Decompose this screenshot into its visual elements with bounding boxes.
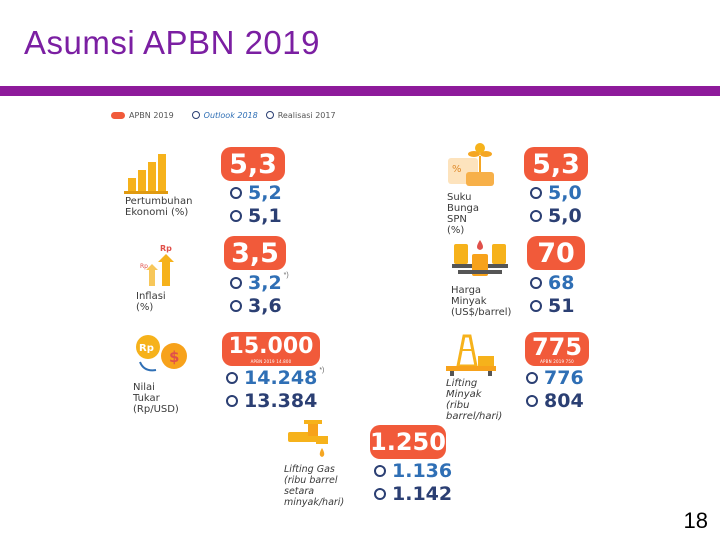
exchange-apbn-note: APBN 2019 14.800 (250, 359, 292, 364)
inflation-outlook-value: 3,2 (248, 272, 282, 294)
exchange-outlook-value: 14.248 (244, 367, 318, 389)
spn-realisasi-value: 5,0 (548, 205, 582, 227)
spn-apbn-pill: 5,3 (524, 147, 588, 181)
bar-chart-icon (124, 154, 168, 194)
svg-text:%: % (452, 164, 462, 175)
inflation-outlook-footnote: *) (283, 272, 289, 279)
exchange-outlook-footnote: *) (319, 367, 325, 374)
spn-label: Suku Bunga SPN (%) (447, 192, 480, 236)
exchange-label: Nilai Tukar (Rp/USD) (133, 382, 179, 415)
legend-apbn-label: APBN 2019 (129, 110, 174, 120)
page-number: 18 (683, 508, 708, 533)
growth-outlook-value: 5,2 (248, 182, 282, 204)
outlook-marker (230, 277, 242, 289)
oil-price-realisasi-row: 51 (530, 295, 574, 317)
gas-lifting-outlook-value: 1.136 (392, 460, 453, 482)
gas-lifting-label: Lifting Gas (ribu barrel setara minyak/h… (284, 464, 345, 508)
exchange-realisasi-row: 13.384 (226, 390, 317, 412)
realisasi-marker (230, 300, 242, 312)
oil-lifting-outlook-value: 776 (544, 367, 584, 389)
oil-lifting-realisasi-value: 804 (544, 390, 584, 412)
legend: APBN 2019 Outlook 2018 Realisasi 2017 (111, 108, 336, 122)
svg-text:Rp: Rp (140, 263, 148, 270)
growth-realisasi-row: 5,1 (230, 205, 282, 227)
growth-label: Pertumbuhan Ekonomi (%) (125, 196, 193, 218)
oil-lifting-outlook-row: 776 (526, 367, 584, 389)
gas-lifting-realisasi-row: 1.142 (374, 483, 452, 505)
exchange-realisasi-value: 13.384 (244, 390, 318, 412)
realisasi-marker (530, 210, 542, 222)
oil-price-outlook-row: 68 (530, 272, 574, 294)
svg-text:Rp: Rp (160, 244, 172, 253)
page-title: Asumsi APBN 2019 (24, 24, 320, 61)
oil-lifting-apbn-value: 775 (531, 332, 583, 361)
oil-barrels-icon (452, 240, 508, 276)
outlook-marker (226, 372, 238, 384)
realisasi-marker (374, 488, 386, 500)
gas-lifting-realisasi-value: 1.142 (392, 483, 453, 505)
oil-price-outlook-value: 68 (548, 272, 575, 294)
rising-arrows-icon: Rp Rp (140, 244, 174, 286)
exchange-apbn-pill: 15.000 APBN 2019 14.800 (222, 332, 320, 366)
oil-price-apbn-pill: 70 (527, 236, 585, 270)
growth-outlook-row: 5,2 (230, 182, 282, 204)
outlook-marker (230, 187, 242, 199)
gas-tap-icon (288, 420, 328, 457)
realisasi-marker (526, 395, 538, 407)
outlook-marker (530, 187, 542, 199)
spn-outlook-row: 5,0 (530, 182, 582, 204)
realisasi-marker (226, 395, 238, 407)
growth-apbn-pill: 5,3 (221, 147, 285, 181)
oil-lifting-apbn-pill: 775 APBN 2019 750 (525, 332, 589, 366)
svg-text:Rp: Rp (139, 343, 154, 354)
spn-outlook-value: 5,0 (548, 182, 582, 204)
realisasi-marker (230, 210, 242, 222)
oil-lifting-apbn-note: APBN 2019 750 (540, 359, 574, 364)
oil-rig-icon (446, 334, 496, 376)
inflation-realisasi-value: 3,6 (248, 295, 282, 317)
spn-realisasi-row: 5,0 (530, 205, 582, 227)
oil-price-realisasi-value: 51 (548, 295, 575, 317)
growth-realisasi-value: 5,1 (248, 205, 282, 227)
svg-text:$: $ (169, 348, 179, 366)
inflation-apbn-pill: 3,5 (224, 236, 286, 270)
inflation-realisasi-row: 3,6 (230, 295, 282, 317)
legend-realisasi-swatch (265, 111, 274, 119)
money-plant-icon: % (448, 143, 494, 186)
gas-lifting-outlook-row: 1.136 (374, 460, 452, 482)
outlook-marker (374, 465, 386, 477)
realisasi-marker (530, 300, 542, 312)
legend-outlook-swatch (191, 111, 200, 119)
inflation-outlook-row: 3,2 *) (230, 272, 289, 294)
oil-price-label: Harga Minyak (US$/barrel) (451, 285, 512, 318)
oil-lifting-realisasi-row: 804 (526, 390, 584, 412)
outlook-marker (530, 277, 542, 289)
inflation-label: Inflasi (%) (136, 291, 166, 313)
currency-exchange-icon: Rp $ (136, 335, 187, 372)
legend-outlook-label: Outlook 2018 (203, 110, 258, 120)
legend-realisasi-label: Realisasi 2017 (277, 110, 336, 120)
legend-apbn-swatch (111, 111, 125, 119)
title-divider (0, 86, 720, 96)
gas-lifting-apbn-pill: 1.250 (370, 425, 446, 459)
exchange-outlook-row: 14.248 *) (226, 367, 324, 389)
exchange-apbn-value: 15.000 (228, 333, 314, 359)
oil-lifting-label: Lifting Minyak (ribu barrel/hari) (446, 378, 503, 422)
outlook-marker (526, 372, 538, 384)
